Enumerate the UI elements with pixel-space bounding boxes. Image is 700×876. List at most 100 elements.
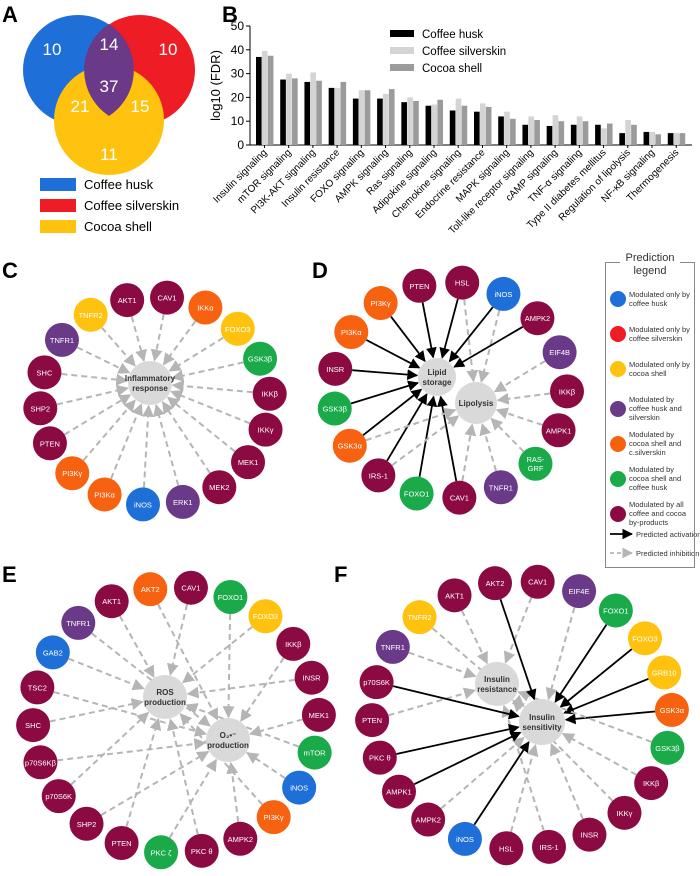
legend-label: Coffee husk: [422, 29, 483, 41]
gene-node-circle: [55, 456, 90, 491]
bar-coffee-silverskin: [383, 93, 389, 145]
gene-node: AKT2: [133, 572, 168, 607]
legend-activation-label: Predicted activation: [636, 530, 700, 539]
gene-node-label: AMPK2: [415, 816, 440, 825]
gene-node-circle: [363, 286, 398, 321]
bar-cocoa-shell: [364, 90, 371, 145]
gene-node-label: IKKβ: [643, 779, 660, 788]
activation-edge: [453, 326, 524, 368]
gene-node-circle: [542, 335, 577, 370]
gene-node-label: INSR: [303, 674, 322, 683]
center-node-label: ROS: [156, 688, 174, 697]
gene-node-circle: [276, 626, 311, 661]
inhibition-edge: [181, 626, 253, 684]
gene-node: PTEN: [104, 825, 139, 860]
gene-node-circle: [445, 265, 480, 300]
bar-cocoa-shell: [292, 78, 298, 145]
gene-node-label: FOXO3: [225, 325, 250, 334]
gene-node-label: PTEN: [40, 439, 60, 448]
venn-legend-husk: Coffee husk: [84, 177, 154, 192]
gene-node-circle: [248, 412, 283, 447]
gene-node-label: AKT2: [486, 579, 505, 588]
bar-coffee-silverskin: [673, 133, 680, 145]
gene-node-label: IRS-1: [539, 843, 558, 852]
inhibition-edge: [70, 711, 150, 786]
gene-node: p70S6K: [359, 665, 394, 700]
center-node-circle: [418, 358, 456, 396]
gene-node: TNFR1: [61, 605, 96, 640]
bar-cocoa-shell: [437, 99, 444, 145]
legend-swatch: [390, 30, 414, 37]
gene-node-label: SHC: [37, 368, 53, 377]
activation-edge: [437, 395, 458, 482]
gene-node-label: IKKβ: [559, 387, 576, 396]
bar-coffee-husk: [256, 56, 262, 145]
network-f: InsulinresistanceInsulinsensitivityCAV1E…: [355, 564, 689, 866]
gene-node-label: FOXO3: [253, 612, 278, 621]
inhibition-edge: [388, 687, 477, 717]
inhibition-edge: [170, 390, 251, 425]
bar-coffee-husk: [352, 98, 359, 145]
gene-node-label: GSK3α: [660, 706, 685, 715]
center-node-label: response: [132, 384, 168, 393]
gene-node-label: IKKγ: [617, 809, 633, 818]
inhibition-edge: [153, 404, 180, 486]
y-tick-label: 10: [231, 114, 245, 128]
inhibition-edge: [501, 704, 545, 831]
venn-count-silverskin: 10: [159, 40, 178, 59]
gene-node: SHP2: [69, 806, 104, 841]
gene-node-label: PTEN: [409, 282, 429, 291]
bar-coffee-silverskin: [431, 104, 438, 145]
inhibition-edge: [391, 415, 460, 467]
gene-node-circle: [634, 766, 669, 801]
gene-node: CAV1: [442, 480, 477, 515]
legend-dot-icon: [610, 361, 626, 377]
bar-cocoa-shell: [267, 55, 274, 145]
gene-node-circle: [213, 580, 248, 615]
gene-node-label: TNFR2: [79, 311, 103, 320]
gene-node-label: INSR: [581, 831, 600, 840]
gene-node: GSK3β: [243, 341, 278, 376]
gene-node-label: PI3Kγ: [371, 299, 391, 308]
inhibition-edge: [166, 396, 236, 453]
activation-edge: [499, 599, 537, 701]
gene-node-circle: [628, 621, 663, 656]
gene-node-circle: [41, 779, 76, 814]
inhibition-edge: [53, 690, 207, 737]
activation-edge: [421, 302, 437, 359]
venn-circle-cocoa: [54, 65, 164, 175]
gene-node-label: PI3Kγ: [264, 813, 284, 822]
gene-node-circle: [375, 629, 410, 664]
inhibition-edge: [495, 407, 543, 426]
inhibition-edge: [167, 718, 199, 835]
bar-coffee-silverskin: [334, 87, 341, 145]
gene-node-label: FOXO3: [632, 634, 657, 643]
center-node-label: Insulin: [484, 675, 510, 684]
gene-node-circle: [332, 428, 367, 463]
center-node-label: Lipid: [427, 368, 446, 377]
gene-node: GSK3β: [650, 730, 685, 765]
inhibition-edge: [240, 657, 285, 722]
bar-coffee-husk: [304, 81, 311, 145]
inhibition-edge: [493, 360, 546, 393]
network-edges: [388, 597, 656, 833]
gene-node: PKC θ: [362, 740, 397, 775]
gene-node-circle: [23, 745, 58, 780]
legend-item-husk-silverskin: Modulated by coffee husk and silverskin: [610, 395, 694, 422]
gene-node-circle: [489, 831, 524, 866]
gene-node-label: GSK3α: [338, 442, 363, 451]
gene-node-label: p70S6K: [363, 678, 390, 687]
inhibition-edge: [161, 401, 211, 474]
inhibition-edge: [125, 717, 162, 827]
bar-coffee-silverskin: [528, 116, 534, 145]
activation-edge: [365, 339, 421, 369]
gene-node-label: PI3Kα: [94, 490, 115, 499]
center-node-circle: [455, 382, 497, 424]
activation-edge: [439, 298, 459, 359]
gene-node-label: MEK1: [238, 458, 258, 467]
center-node-label: Lipolysis: [459, 399, 494, 408]
gene-node-label: FOXO1: [218, 593, 243, 602]
gene-node: GAB2: [35, 635, 70, 670]
bar-coffee-husk: [401, 102, 407, 145]
